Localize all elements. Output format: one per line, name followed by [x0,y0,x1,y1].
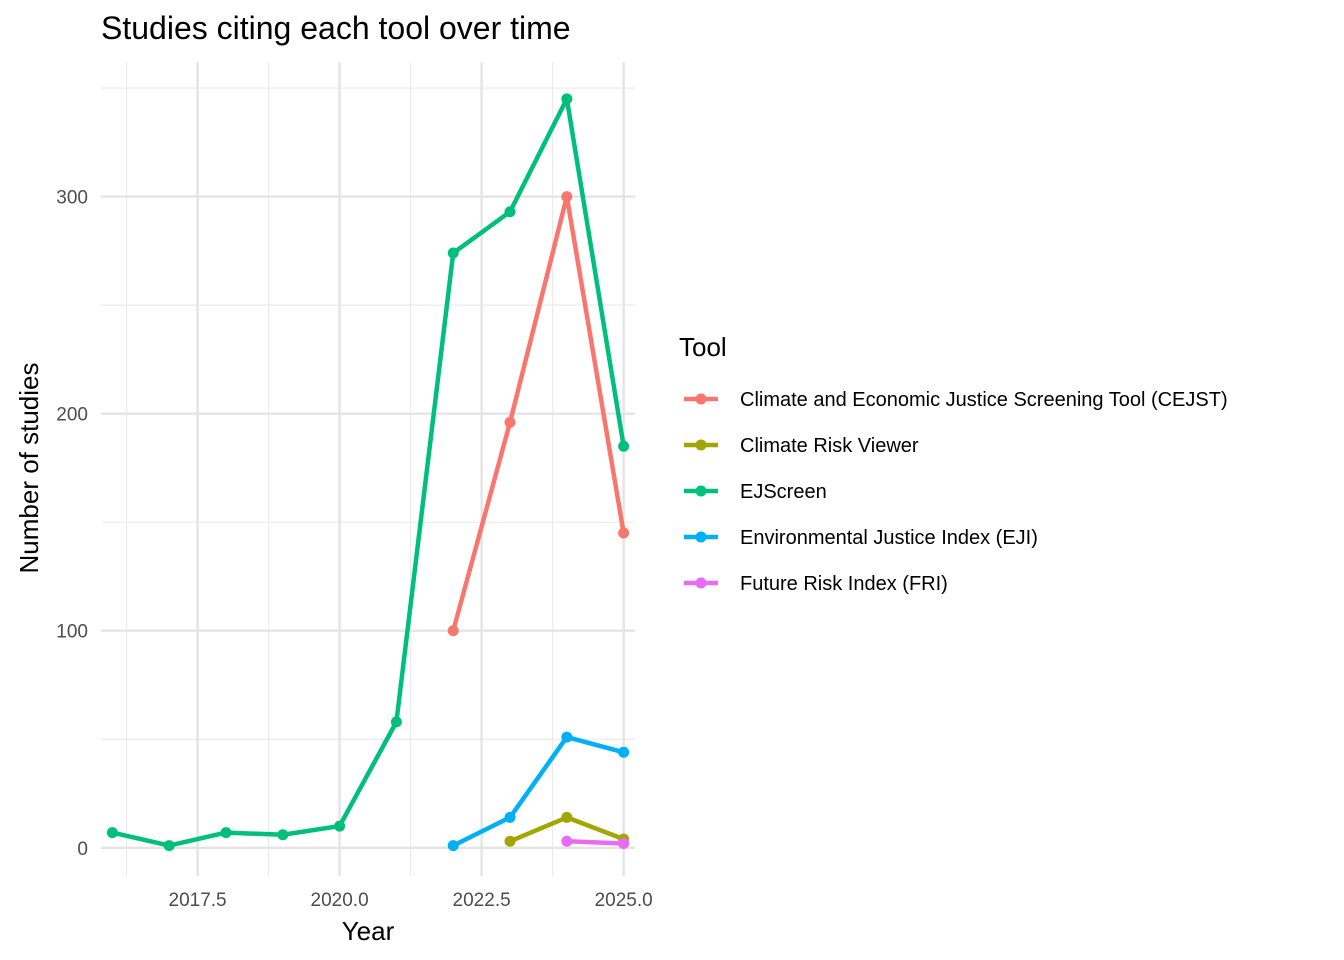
series-0 [447,191,630,637]
legend-title: Tool [679,332,727,362]
y-axis-title: Number of studies [14,363,44,574]
y-tick-label: 300 [56,188,88,209]
data-point [334,820,346,832]
series-3 [447,731,630,852]
y-tick-label: 0 [77,839,88,860]
data-point [561,191,573,203]
legend-item-0: Climate and Economic Justice Screening T… [684,389,1228,411]
legend: Tool Climate and Economic Justice Screen… [679,332,1228,595]
legend-key-point [695,485,707,497]
data-point [106,827,118,839]
legend-key-point [695,577,707,589]
legend-key-point [695,393,707,405]
y-axis-ticks: 0 100 200 300 [56,188,88,860]
series-line [451,194,626,632]
legend-key-point [695,531,707,543]
legend-item-4: Future Risk Index (FRI) [684,573,948,595]
grid [101,62,635,876]
series-line [452,734,625,848]
data-point [220,827,232,839]
legend-label: EJScreen [740,481,827,503]
data-point [277,829,289,841]
data-point [618,837,630,849]
series-2 [106,93,630,852]
data-point [447,247,459,259]
legend-key-point [695,439,707,451]
series-line [111,96,626,848]
data-point [504,835,516,847]
data-point [618,440,630,452]
legend-label: Future Risk Index (FRI) [740,573,948,595]
x-axis-title: Year [342,916,395,946]
data-point [504,811,516,823]
data-point [561,835,573,847]
y-tick-label: 200 [56,405,88,426]
data-point [163,840,175,852]
series-layer [106,93,630,852]
x-tick-label: 2022.5 [453,890,511,911]
data-point [447,840,459,852]
x-tick-label: 2025.0 [595,890,653,911]
data-point [618,527,630,539]
legend-label: Climate Risk Viewer [740,435,919,457]
data-point [561,731,573,743]
x-axis-ticks: 2017.5 2020.0 2022.5 2025.0 [169,890,653,911]
chart-title: Studies citing each tool over time [101,10,571,46]
legend-item-3: Environmental Justice Index (EJI) [684,527,1038,549]
data-point [618,746,630,758]
series-line [566,839,624,846]
legend-item-2: EJScreen [684,481,827,503]
legend-label: Environmental Justice Index (EJI) [740,527,1038,549]
data-point [447,625,459,637]
data-point [504,416,516,428]
y-tick-label: 100 [56,622,88,643]
legend-label: Climate and Economic Justice Screening T… [740,389,1228,411]
x-tick-label: 2020.0 [311,890,369,911]
legend-item-1: Climate Risk Viewer [684,435,919,457]
series-4 [561,835,630,849]
data-point [390,716,402,728]
x-tick-label: 2017.5 [169,890,227,911]
data-point [504,206,516,218]
data-point [561,93,573,105]
data-point [561,811,573,823]
